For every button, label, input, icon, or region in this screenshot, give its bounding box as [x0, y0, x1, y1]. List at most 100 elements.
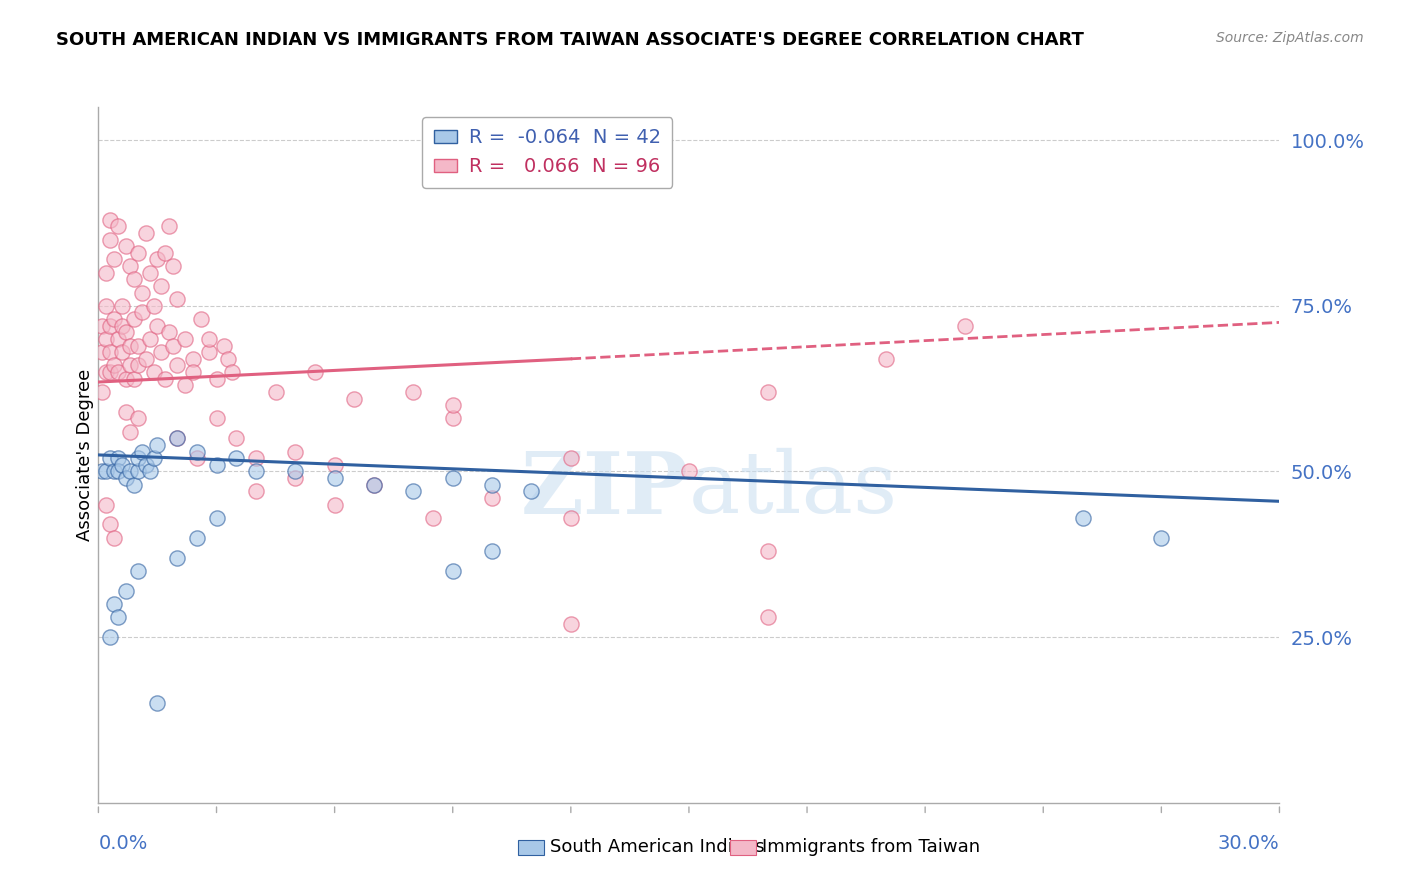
Point [166, 550, 188, 565]
Point [481, 477, 503, 491]
Point [107, 219, 129, 234]
Point [96, 465, 118, 479]
Point [217, 351, 239, 366]
Point [103, 531, 125, 545]
Point [98, 365, 121, 379]
Point [146, 318, 169, 333]
Point [142, 299, 165, 313]
Point [953, 318, 976, 333]
Point [118, 425, 141, 439]
Point [107, 332, 129, 346]
Point [157, 326, 180, 340]
FancyBboxPatch shape [730, 839, 756, 855]
Point [166, 431, 188, 445]
Point [103, 597, 125, 611]
Point [174, 378, 197, 392]
Point [146, 252, 169, 267]
Point [131, 305, 153, 319]
Point [127, 411, 149, 425]
Point [190, 312, 212, 326]
Point [127, 359, 149, 373]
Point [186, 451, 208, 466]
Point [96, 365, 118, 379]
Point [323, 471, 346, 485]
Text: 0.0%: 0.0% [98, 834, 148, 853]
Point [343, 392, 366, 406]
Point [111, 458, 134, 472]
Point [91, 465, 114, 479]
Point [181, 351, 204, 366]
Point [197, 332, 219, 346]
Point [284, 471, 307, 485]
Point [560, 451, 582, 466]
Point [756, 610, 779, 624]
Point [98, 451, 121, 466]
Point [174, 332, 197, 346]
Point [402, 484, 425, 499]
Point [127, 338, 149, 352]
Point [107, 365, 129, 379]
Point [138, 332, 160, 346]
Point [91, 384, 114, 399]
Point [127, 245, 149, 260]
Point [131, 285, 153, 300]
Point [875, 351, 897, 366]
Point [304, 365, 326, 379]
Point [214, 338, 236, 352]
Point [115, 326, 138, 340]
Point [91, 345, 114, 359]
Point [122, 477, 145, 491]
Point [96, 332, 118, 346]
Point [118, 338, 141, 352]
Point [146, 438, 169, 452]
Point [98, 233, 121, 247]
Point [96, 266, 118, 280]
Point [107, 451, 129, 466]
Point [150, 279, 173, 293]
Point [520, 484, 543, 499]
Text: SOUTH AMERICAN INDIAN VS IMMIGRANTS FROM TAIWAN ASSOCIATE'S DEGREE CORRELATION C: SOUTH AMERICAN INDIAN VS IMMIGRANTS FROM… [56, 31, 1084, 49]
Point [363, 477, 385, 491]
Point [186, 444, 208, 458]
Point [181, 365, 204, 379]
Point [441, 564, 464, 578]
Point [103, 252, 125, 267]
Y-axis label: Associate's Degree: Associate's Degree [76, 368, 94, 541]
Text: South American Indians: South American Indians [550, 838, 765, 856]
Text: Immigrants from Taiwan: Immigrants from Taiwan [762, 838, 980, 856]
Point [122, 272, 145, 286]
Point [96, 498, 118, 512]
Text: atlas: atlas [689, 448, 898, 532]
Point [197, 345, 219, 359]
Point [118, 465, 141, 479]
Point [115, 583, 138, 598]
Point [560, 511, 582, 525]
Point [150, 345, 173, 359]
Point [146, 697, 169, 711]
Point [135, 351, 157, 366]
Point [756, 544, 779, 558]
Point [127, 465, 149, 479]
Point [205, 411, 228, 425]
Point [560, 616, 582, 631]
Point [245, 451, 267, 466]
Point [91, 318, 114, 333]
Text: 30.0%: 30.0% [1218, 834, 1279, 853]
Point [205, 372, 228, 386]
FancyBboxPatch shape [517, 839, 544, 855]
Point [96, 299, 118, 313]
Point [441, 471, 464, 485]
Point [481, 544, 503, 558]
Point [142, 365, 165, 379]
Point [98, 212, 121, 227]
Point [323, 458, 346, 472]
Point [107, 465, 129, 479]
Point [127, 451, 149, 466]
Point [157, 219, 180, 234]
Point [111, 345, 134, 359]
Text: ZIP: ZIP [522, 448, 689, 532]
Point [166, 292, 188, 306]
Point [225, 451, 247, 466]
Point [155, 245, 177, 260]
Point [98, 630, 121, 644]
